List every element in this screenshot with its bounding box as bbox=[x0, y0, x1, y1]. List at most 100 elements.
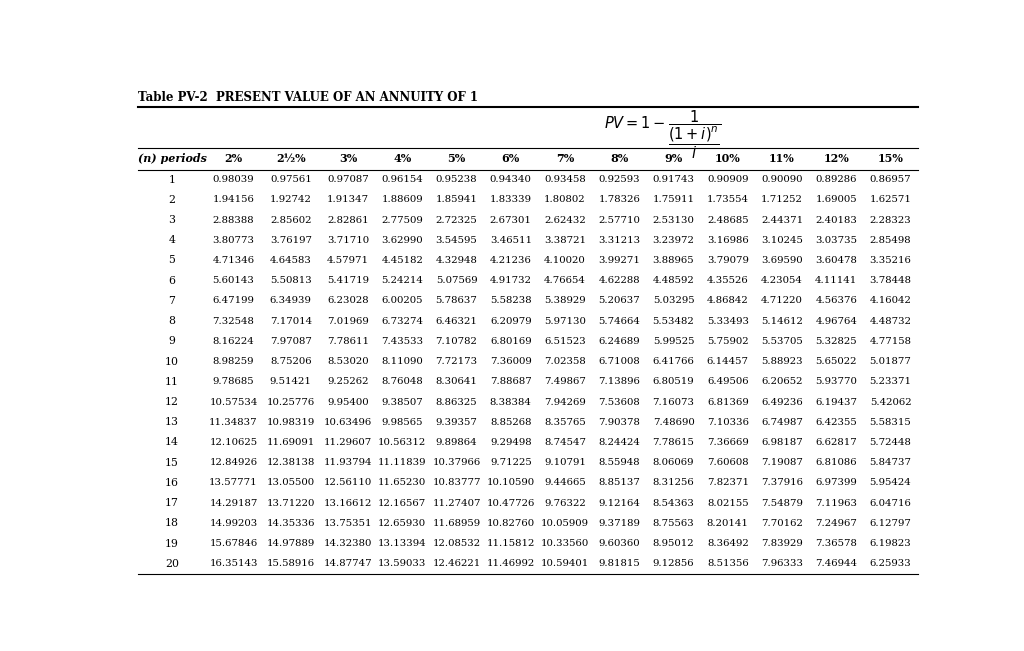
Text: 0.89286: 0.89286 bbox=[815, 175, 857, 184]
Text: 3.71710: 3.71710 bbox=[327, 236, 369, 245]
Text: 7.36578: 7.36578 bbox=[815, 539, 857, 548]
Text: 4.16042: 4.16042 bbox=[869, 296, 911, 305]
Text: 7.43533: 7.43533 bbox=[381, 337, 423, 346]
Text: 4: 4 bbox=[169, 235, 175, 245]
Text: 4.56376: 4.56376 bbox=[815, 296, 857, 305]
Text: 7.36009: 7.36009 bbox=[489, 357, 531, 366]
Text: 6.23028: 6.23028 bbox=[328, 296, 369, 305]
Text: 13.71220: 13.71220 bbox=[266, 499, 315, 508]
Text: 12.08532: 12.08532 bbox=[432, 539, 480, 548]
Text: 8.38384: 8.38384 bbox=[489, 398, 531, 406]
Text: 6%: 6% bbox=[502, 153, 520, 164]
Text: 3.54595: 3.54595 bbox=[435, 236, 477, 245]
Text: 0.86957: 0.86957 bbox=[869, 175, 911, 184]
Text: 13.13394: 13.13394 bbox=[378, 539, 427, 548]
Text: 5.95424: 5.95424 bbox=[869, 478, 911, 488]
Text: 6.12797: 6.12797 bbox=[869, 519, 911, 528]
Text: 4.35526: 4.35526 bbox=[707, 276, 749, 285]
Text: 3.03735: 3.03735 bbox=[815, 236, 857, 245]
Text: 3.35216: 3.35216 bbox=[869, 256, 911, 265]
Text: 5.24214: 5.24214 bbox=[381, 276, 423, 285]
Text: 8.02155: 8.02155 bbox=[707, 499, 749, 508]
Text: 0.94340: 0.94340 bbox=[489, 175, 531, 184]
Text: 10.37966: 10.37966 bbox=[432, 458, 480, 467]
Text: 2½%: 2½% bbox=[276, 153, 305, 164]
Text: 6.25933: 6.25933 bbox=[869, 559, 911, 568]
Text: 8.06069: 8.06069 bbox=[652, 458, 694, 467]
Text: 5.93770: 5.93770 bbox=[815, 378, 857, 386]
Text: 5.58238: 5.58238 bbox=[489, 296, 531, 305]
Text: 7.16073: 7.16073 bbox=[652, 398, 694, 406]
Text: 2.82861: 2.82861 bbox=[328, 215, 369, 225]
Text: 3.38721: 3.38721 bbox=[544, 236, 586, 245]
Text: 6.49506: 6.49506 bbox=[707, 378, 749, 386]
Text: 14.35336: 14.35336 bbox=[266, 519, 315, 528]
Text: 14.97889: 14.97889 bbox=[266, 539, 315, 548]
Text: 3.60478: 3.60478 bbox=[815, 256, 857, 265]
Text: 10.63496: 10.63496 bbox=[324, 418, 372, 426]
Text: 8.36492: 8.36492 bbox=[707, 539, 749, 548]
Text: 9.10791: 9.10791 bbox=[544, 458, 586, 467]
Text: 15%: 15% bbox=[878, 153, 903, 164]
Text: 12%: 12% bbox=[823, 153, 849, 164]
Text: 10.83777: 10.83777 bbox=[432, 478, 481, 488]
Text: 8.51356: 8.51356 bbox=[707, 559, 749, 568]
Text: 4.71346: 4.71346 bbox=[212, 256, 255, 265]
Text: 13.59033: 13.59033 bbox=[378, 559, 426, 568]
Text: 0.93458: 0.93458 bbox=[544, 175, 586, 184]
Text: 3: 3 bbox=[169, 215, 175, 225]
Text: 9.89864: 9.89864 bbox=[436, 438, 477, 447]
Text: 4.62288: 4.62288 bbox=[598, 276, 640, 285]
Text: 2.40183: 2.40183 bbox=[815, 215, 857, 225]
Text: 7.46944: 7.46944 bbox=[815, 559, 857, 568]
Text: 7.83929: 7.83929 bbox=[761, 539, 803, 548]
Text: 5.32825: 5.32825 bbox=[815, 337, 857, 346]
Text: 6.74987: 6.74987 bbox=[761, 418, 803, 426]
Text: 2%: 2% bbox=[224, 153, 243, 164]
Text: 0.90090: 0.90090 bbox=[761, 175, 803, 184]
Text: 8.54363: 8.54363 bbox=[652, 499, 694, 508]
Text: 10.59401: 10.59401 bbox=[541, 559, 589, 568]
Text: 8.86325: 8.86325 bbox=[436, 398, 477, 406]
Text: 7.10336: 7.10336 bbox=[707, 418, 749, 426]
Text: 18: 18 bbox=[165, 518, 179, 529]
Text: 6: 6 bbox=[169, 276, 175, 286]
Text: 5.53482: 5.53482 bbox=[652, 316, 694, 326]
Text: 10.57534: 10.57534 bbox=[209, 398, 258, 406]
Text: 14: 14 bbox=[165, 437, 179, 447]
Text: 8.11090: 8.11090 bbox=[381, 357, 423, 366]
Text: 10: 10 bbox=[165, 357, 179, 367]
Text: 11.69091: 11.69091 bbox=[266, 438, 315, 447]
Text: 9.39357: 9.39357 bbox=[435, 418, 477, 426]
Text: 1.73554: 1.73554 bbox=[707, 195, 749, 204]
Text: 4.77158: 4.77158 bbox=[869, 337, 911, 346]
Text: 5.97130: 5.97130 bbox=[544, 316, 586, 326]
Text: 11.34837: 11.34837 bbox=[209, 418, 258, 426]
Text: 3.99271: 3.99271 bbox=[598, 256, 640, 265]
Text: 5.03295: 5.03295 bbox=[652, 296, 694, 305]
Text: 9.25262: 9.25262 bbox=[328, 378, 369, 386]
Text: 8.20141: 8.20141 bbox=[707, 519, 749, 528]
Text: 9.12164: 9.12164 bbox=[598, 499, 640, 508]
Text: 5.01877: 5.01877 bbox=[869, 357, 911, 366]
Text: 3.31213: 3.31213 bbox=[598, 236, 640, 245]
Text: 3.88965: 3.88965 bbox=[652, 256, 694, 265]
Text: 5.65022: 5.65022 bbox=[815, 357, 857, 366]
Text: 5.84737: 5.84737 bbox=[869, 458, 911, 467]
Text: 2.85498: 2.85498 bbox=[869, 236, 911, 245]
Text: 3.78448: 3.78448 bbox=[869, 276, 911, 285]
Text: 11.27407: 11.27407 bbox=[432, 499, 481, 508]
Text: 12.56110: 12.56110 bbox=[324, 478, 372, 488]
Text: 8%: 8% bbox=[610, 153, 629, 164]
Text: 6.20652: 6.20652 bbox=[761, 378, 803, 386]
Text: 7.78615: 7.78615 bbox=[652, 438, 694, 447]
Text: 2.72325: 2.72325 bbox=[435, 215, 477, 225]
Text: 6.80519: 6.80519 bbox=[652, 378, 694, 386]
Text: 13.75351: 13.75351 bbox=[324, 519, 373, 528]
Text: 1.92742: 1.92742 bbox=[270, 195, 311, 204]
Text: 3.80773: 3.80773 bbox=[213, 236, 255, 245]
Text: 9%: 9% bbox=[665, 153, 683, 164]
Text: 7.70162: 7.70162 bbox=[761, 519, 803, 528]
Text: 7.82371: 7.82371 bbox=[707, 478, 749, 488]
Text: 7.96333: 7.96333 bbox=[761, 559, 803, 568]
